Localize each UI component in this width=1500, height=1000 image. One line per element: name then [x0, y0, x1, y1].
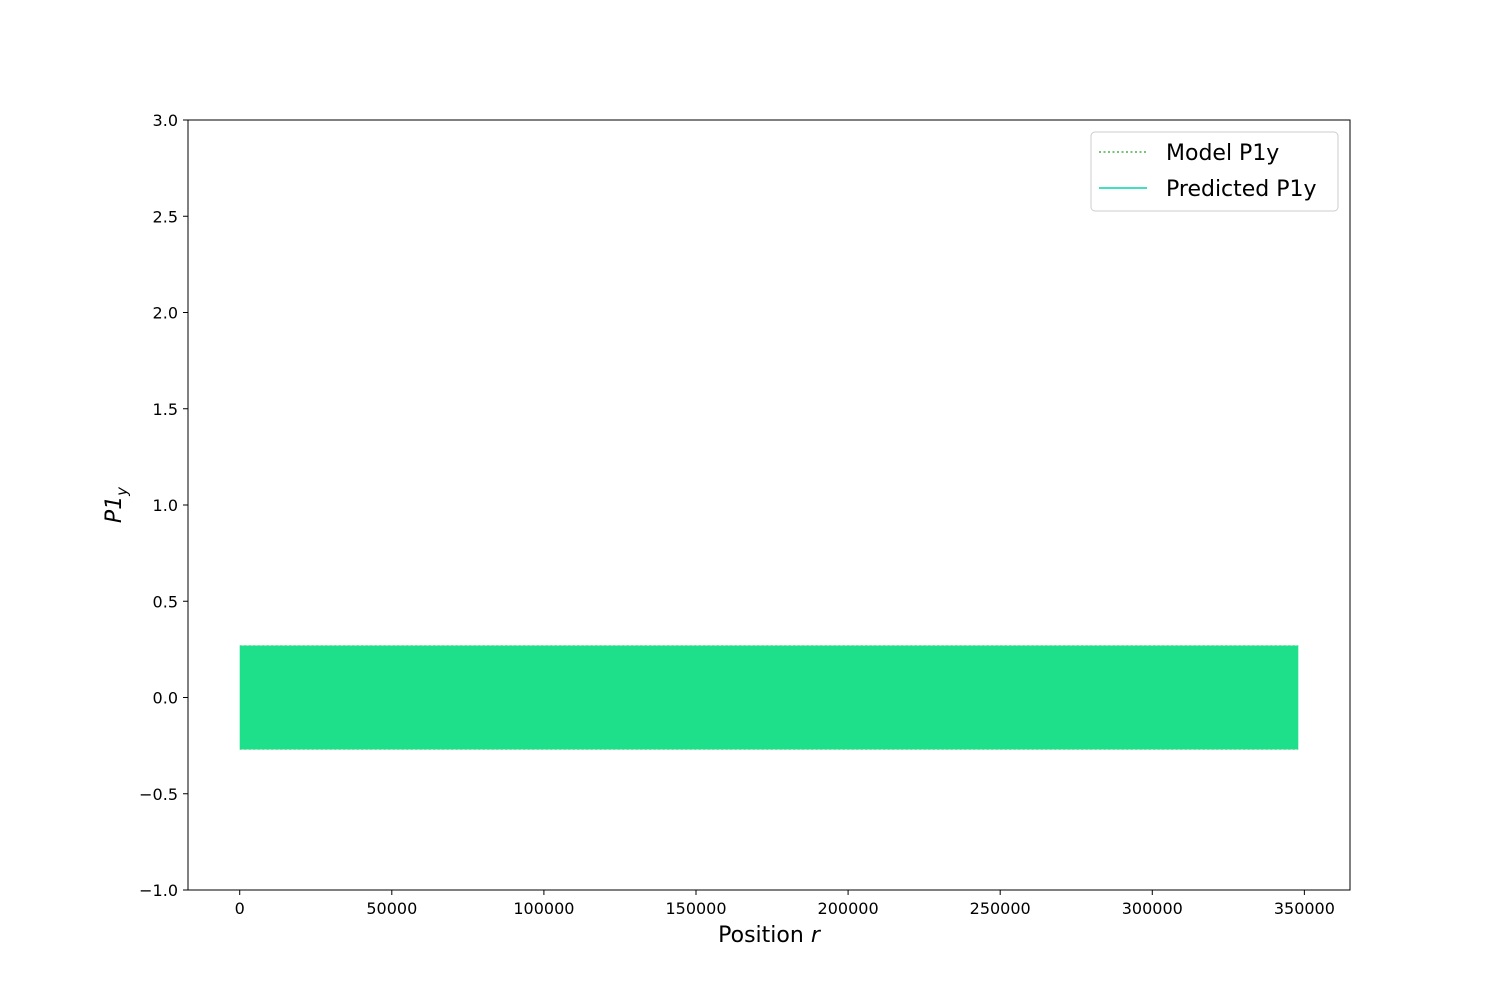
x-tick-label: 350000	[1274, 899, 1335, 918]
data-band-layer	[239, 645, 1299, 750]
x-tick-label: 150000	[665, 899, 726, 918]
y-tick-label: 2.0	[153, 304, 178, 323]
y-tick-label: 1.0	[153, 496, 178, 515]
x-tick-label: 250000	[970, 899, 1031, 918]
x-axis-ticks: 0 50000 100000 150000 200000 250000 300000 3500…	[235, 890, 1335, 918]
y-tick-label: −1.0	[139, 881, 178, 900]
y-tick-label: 1.5	[153, 400, 178, 419]
x-tick-label: 200000	[818, 899, 879, 918]
x-tick-label: 0	[235, 899, 245, 918]
y-tick-label: 3.0	[153, 111, 178, 130]
y-tick-label: −0.5	[139, 785, 178, 804]
legend-label-model: Model P1y	[1166, 141, 1279, 166]
y-axis-ticks: −1.0 −0.5 0.0 0.5 1.0 1.5 2.0 2.5 3.0	[139, 111, 188, 900]
y-axis-label: P1y	[102, 486, 131, 523]
y-tick-label: 0.0	[153, 689, 178, 708]
x-tick-label: 300000	[1122, 899, 1183, 918]
y-tick-label: 2.5	[153, 207, 178, 226]
x-tick-label: 100000	[513, 899, 574, 918]
x-tick-label: 50000	[366, 899, 417, 918]
x-axis-label: Position r	[718, 923, 822, 948]
legend-box	[1090, 131, 1339, 212]
series-predicted-band	[239, 645, 1299, 750]
y-tick-label: 0.5	[153, 592, 178, 611]
legend-label-predicted: Predicted P1y	[1166, 177, 1317, 202]
legend: Model P1y Predicted P1y	[1090, 131, 1339, 212]
